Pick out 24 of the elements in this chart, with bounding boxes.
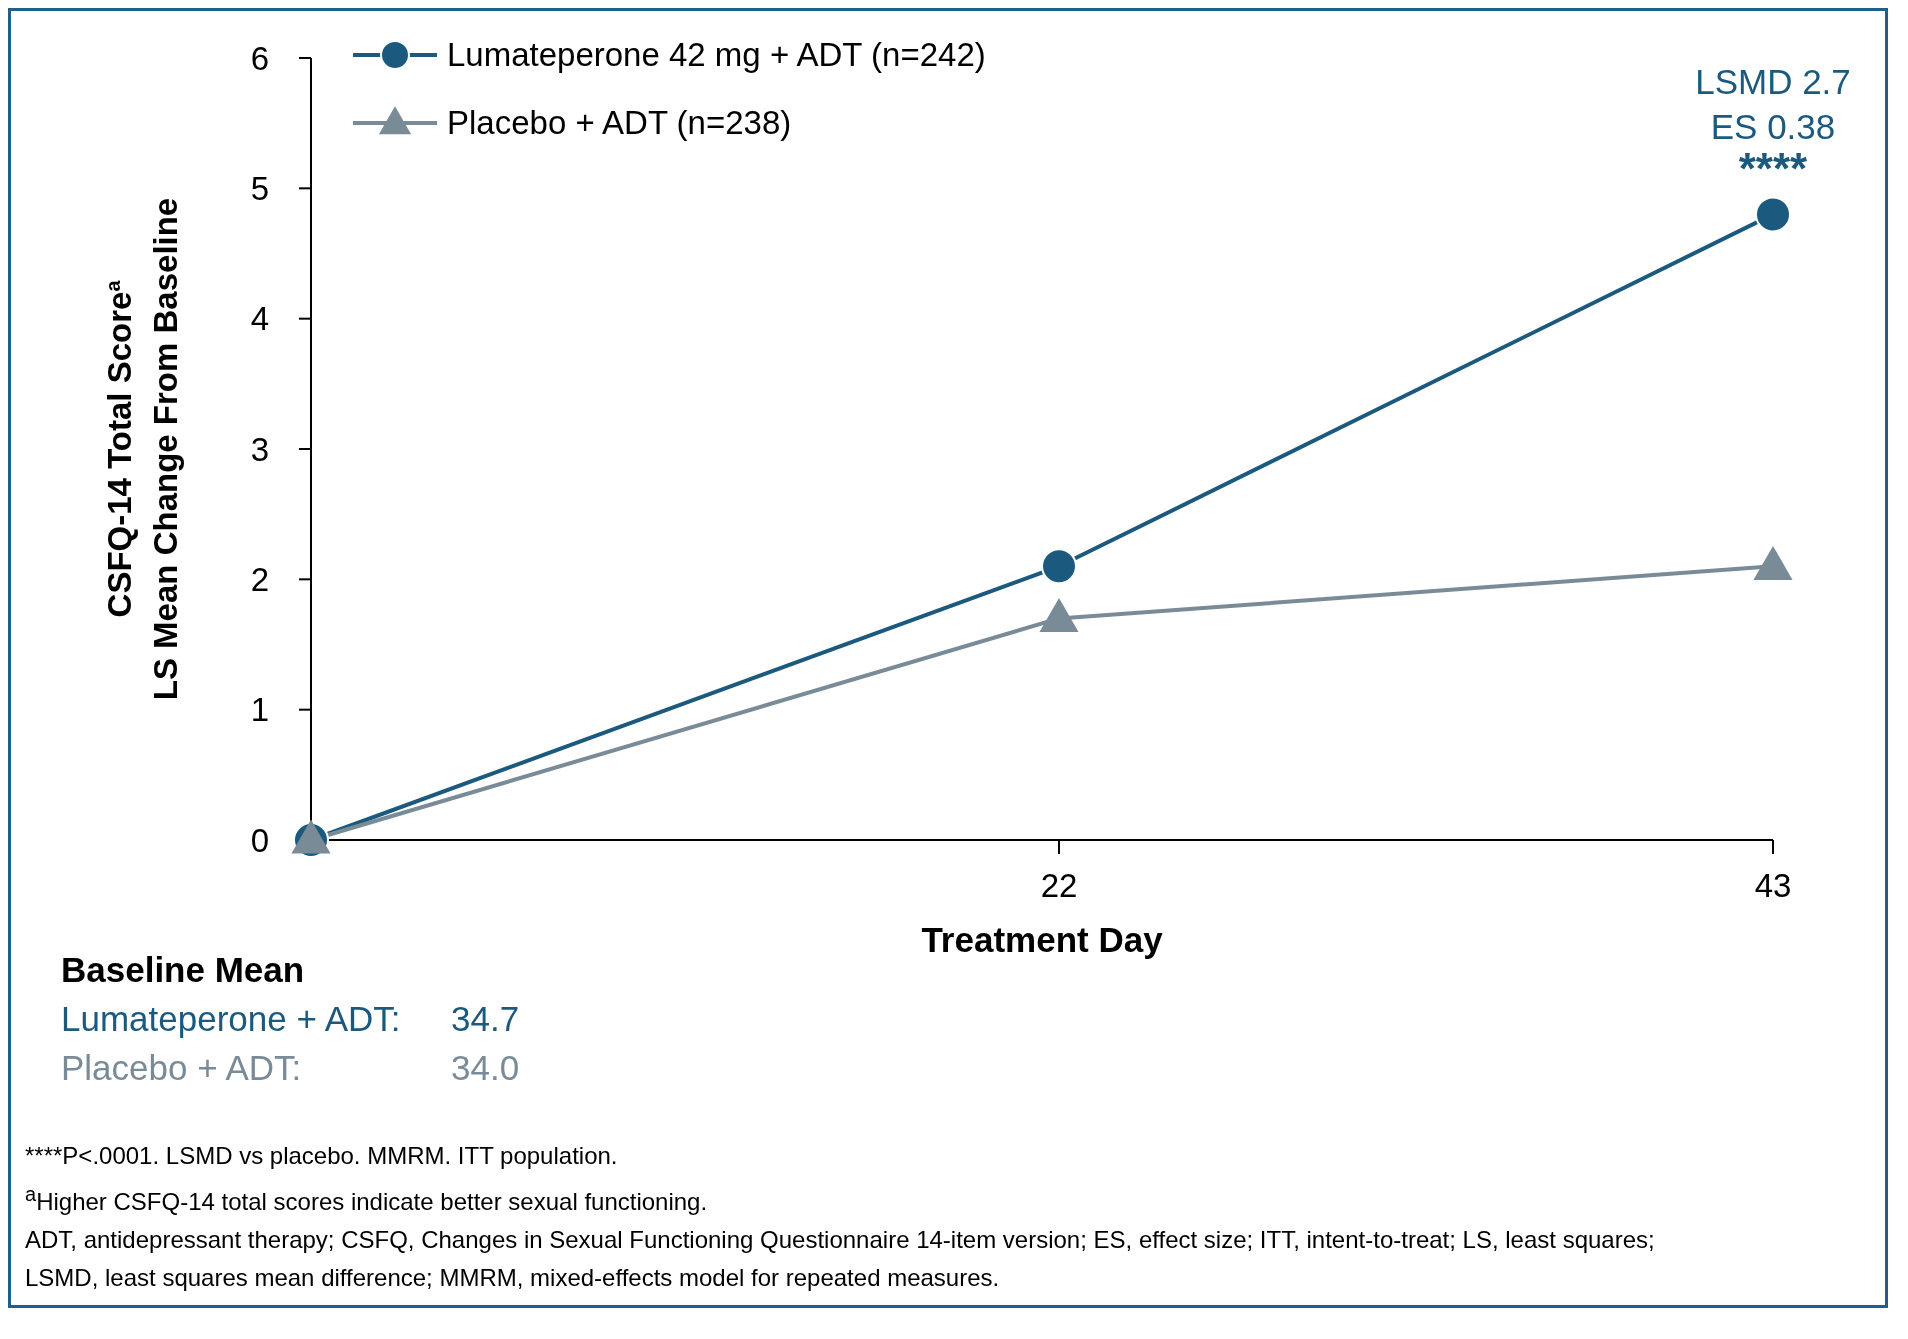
text: Lumateperone + ADT: 34.7 <box>61 999 520 1038</box>
x-tick-label: 43 <box>1754 867 1792 905</box>
y-tick-label: 1 <box>250 691 269 729</box>
y-tick-label: 0 <box>250 821 269 859</box>
legend-label: Placebo + ADT (n=238) <box>447 104 792 142</box>
text: ****P<.0001. LSMD vs placebo. MMRM. ITT population. <box>25 1141 619 1171</box>
text: Placebo + ADT: 34.0 <box>61 1048 520 1087</box>
point <box>1753 545 1793 580</box>
point <box>1755 196 1791 233</box>
annotation: LSMD 2.7 ES 0.38 **** <box>1695 62 1851 194</box>
text: $^{a}$Higher CSFQ-14 total scores indicate better sexual functioning. <box>25 1182 709 1217</box>
y-tick-label: 5 <box>250 170 269 208</box>
y-tick-label: 6 <box>250 39 269 77</box>
text: ADT, antidepressant therapy; CSFQ, Changes in Sexual Functioning Questionnaire 14-item version; ES, effect size; ITT, intent-to-treat; LS, least squares; <box>25 1225 1656 1255</box>
text: Baseline Mean <box>61 950 305 991</box>
x-tick-label: 22 <box>1040 867 1078 905</box>
y-tick-label: 3 <box>250 430 269 468</box>
legend-label: Lumateperone 42 mg + ADT (n=242) <box>447 36 986 74</box>
y-tick-label: 4 <box>250 300 269 338</box>
point <box>1039 598 1079 633</box>
x-axis-title: Treatment Day <box>921 920 1164 959</box>
text: LSMD, least squares mean difference; MMRM, mixed-effects model for repeated measures. <box>25 1263 1001 1293</box>
y-axis-title: CSFQ-14 Total Score$^{a}$ LS Mean Change From Baseline <box>101 197 184 701</box>
y-tick-label: 2 <box>250 561 269 599</box>
